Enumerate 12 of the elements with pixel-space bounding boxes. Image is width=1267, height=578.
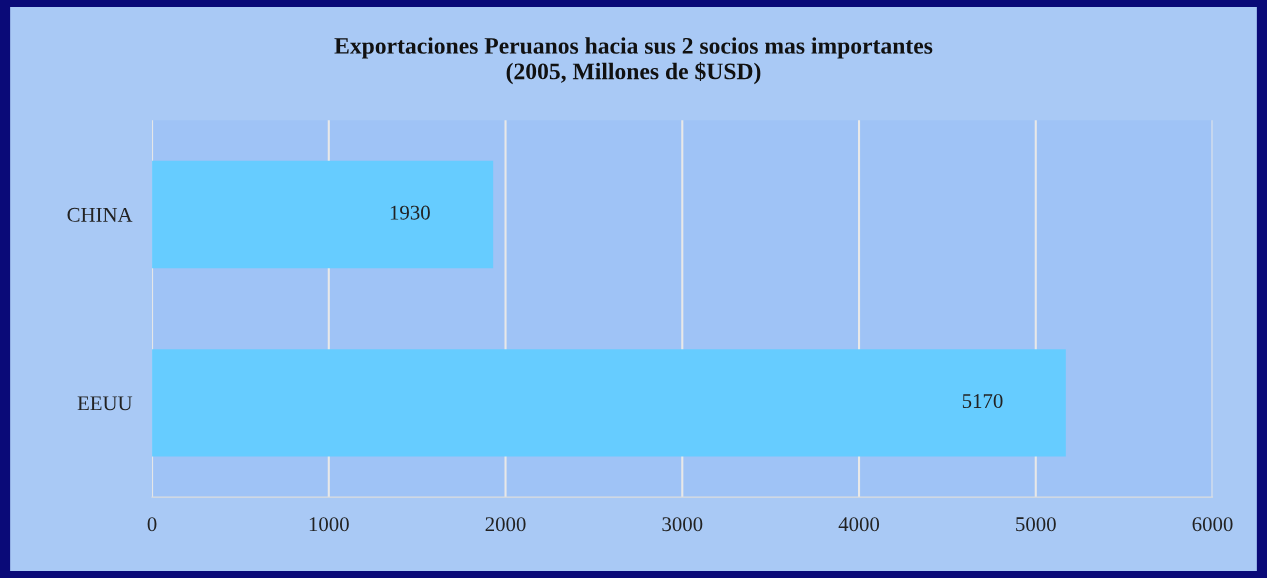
x-tick-label: 2000 (485, 517, 526, 532)
y-tick-label: CHINA (67, 207, 133, 222)
x-tick-label: 4000 (838, 517, 880, 532)
x-tick-label: 5000 (1016, 517, 1056, 532)
x-tick-label: 3000 (662, 517, 703, 532)
data-label: 5170 (962, 394, 1003, 409)
x-tick-label: 0 (147, 517, 157, 532)
x-tick-label: 6000 (1192, 517, 1233, 532)
x-tick-label: 1000 (309, 517, 349, 532)
data-label: 1930 (390, 205, 430, 220)
chart-title: Exportaciones Peruanos hacia sus 2 socios mas importantes (2005, Millones de $USD) (334, 37, 933, 85)
y-tick-label: EEUU (77, 396, 133, 411)
